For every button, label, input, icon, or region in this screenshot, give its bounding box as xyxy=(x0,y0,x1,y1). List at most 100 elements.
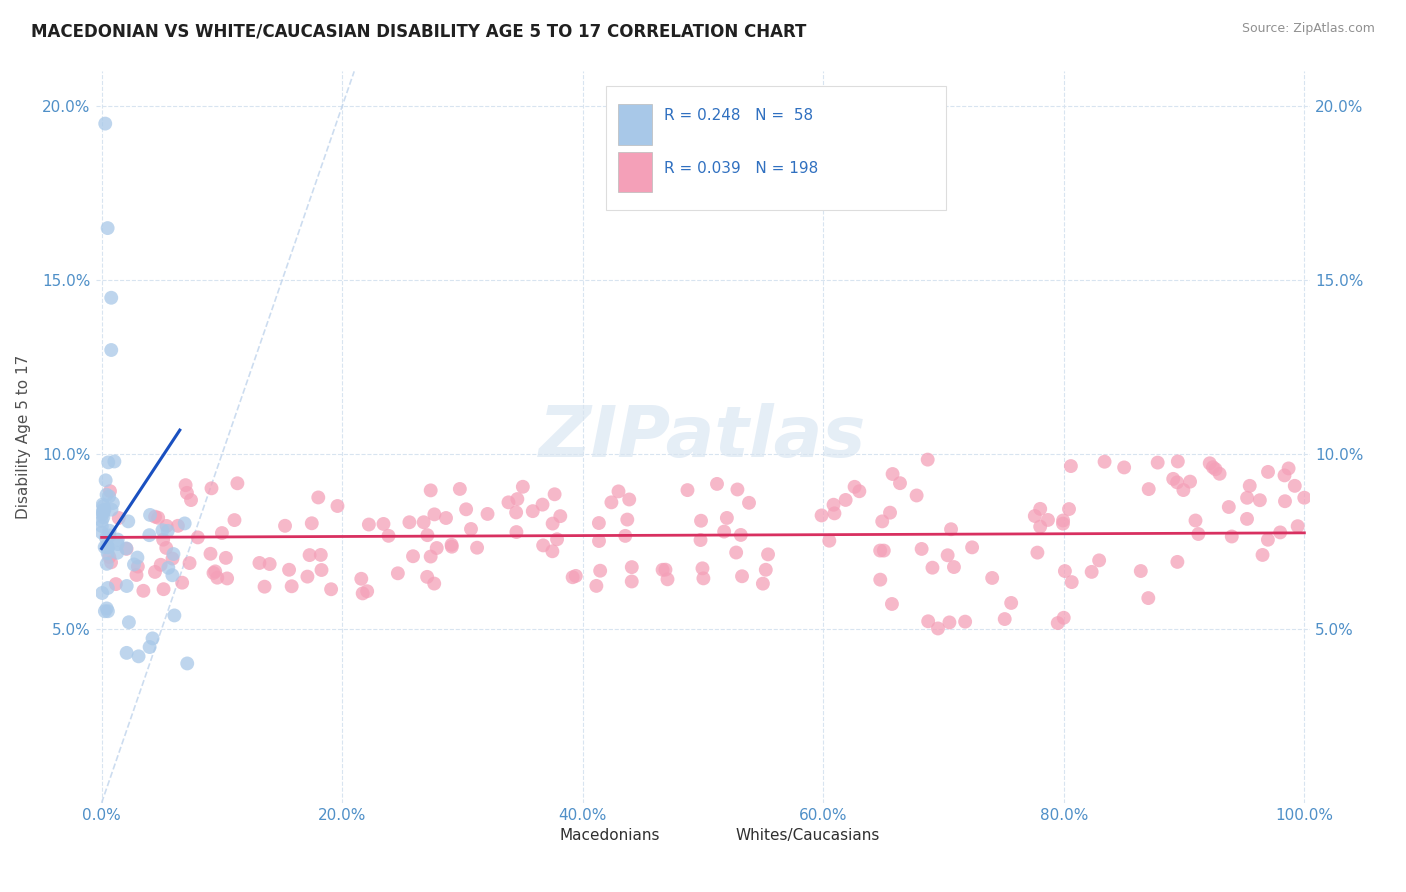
Point xyxy=(93,540,115,554)
Point xyxy=(200,481,222,495)
Point xyxy=(960,541,983,555)
Point xyxy=(869,543,891,558)
Point xyxy=(1029,501,1052,516)
Point xyxy=(91,586,114,600)
Point xyxy=(326,499,349,513)
Point xyxy=(280,579,302,593)
FancyBboxPatch shape xyxy=(619,152,652,192)
Point xyxy=(96,540,118,554)
Point xyxy=(620,574,643,589)
Point xyxy=(1161,472,1184,486)
Point xyxy=(172,575,194,590)
Point xyxy=(1284,479,1306,493)
Point xyxy=(98,524,121,538)
Point xyxy=(179,556,201,570)
Point xyxy=(97,541,120,555)
Point xyxy=(115,646,138,660)
Point xyxy=(1060,459,1083,474)
Point xyxy=(352,586,374,600)
Point xyxy=(97,581,120,595)
Point xyxy=(125,568,148,582)
Point xyxy=(97,546,120,560)
Point xyxy=(1052,514,1074,528)
Point xyxy=(253,580,276,594)
Text: ZIPatlas: ZIPatlas xyxy=(540,402,866,472)
Point xyxy=(350,572,373,586)
Point xyxy=(215,550,238,565)
Point xyxy=(869,573,891,587)
Point xyxy=(419,483,441,498)
Point xyxy=(100,555,122,569)
Point xyxy=(657,572,679,586)
Point xyxy=(546,533,568,547)
Point xyxy=(911,541,934,556)
Point xyxy=(1167,454,1189,468)
Point xyxy=(1286,519,1309,533)
Point xyxy=(689,533,711,547)
Point xyxy=(834,492,856,507)
Point xyxy=(1257,533,1279,547)
Point xyxy=(1024,508,1046,523)
Point xyxy=(419,549,441,564)
Text: R = 0.248   N =  58: R = 0.248 N = 58 xyxy=(664,108,813,123)
Point xyxy=(1236,491,1258,505)
Point xyxy=(94,473,117,487)
Point xyxy=(97,221,120,235)
Point xyxy=(155,541,177,555)
Point xyxy=(307,491,329,505)
Point xyxy=(152,533,174,547)
Point xyxy=(217,571,239,585)
Point xyxy=(676,483,699,497)
Point xyxy=(377,529,399,543)
Point xyxy=(1239,479,1261,493)
Point xyxy=(565,569,588,583)
Point xyxy=(127,559,149,574)
Point xyxy=(398,515,420,529)
Point xyxy=(162,568,184,582)
Point xyxy=(1000,596,1022,610)
Point xyxy=(298,548,321,562)
Point xyxy=(90,525,112,540)
Point xyxy=(115,541,138,556)
FancyBboxPatch shape xyxy=(520,826,551,854)
Point xyxy=(96,601,118,615)
Point xyxy=(810,508,832,523)
Point xyxy=(98,489,121,503)
Point xyxy=(132,583,155,598)
Point xyxy=(1129,564,1152,578)
Point xyxy=(319,582,342,597)
Point xyxy=(90,519,112,533)
Point xyxy=(1218,500,1240,514)
Point xyxy=(96,557,118,571)
Point xyxy=(823,507,845,521)
Point xyxy=(921,560,943,574)
Point xyxy=(713,524,735,539)
Point xyxy=(94,604,117,618)
Point xyxy=(588,516,610,530)
Point xyxy=(756,548,779,562)
Point xyxy=(1137,591,1160,605)
Point xyxy=(118,615,141,630)
Point xyxy=(93,503,115,517)
Point xyxy=(1274,468,1296,483)
Point xyxy=(588,534,610,549)
Point xyxy=(423,508,446,522)
Point xyxy=(143,565,166,579)
Point xyxy=(259,557,281,571)
Point xyxy=(91,510,114,524)
Point xyxy=(938,615,960,630)
Text: Whites/Caucasians: Whites/Caucasians xyxy=(735,828,880,843)
Point xyxy=(531,538,554,552)
Point xyxy=(138,528,160,542)
Point xyxy=(880,597,903,611)
Point xyxy=(449,482,471,496)
Point xyxy=(716,511,738,525)
Point xyxy=(936,549,959,563)
Point xyxy=(1053,564,1076,578)
Point xyxy=(101,496,124,510)
Point xyxy=(100,291,122,305)
Point xyxy=(138,640,160,654)
Point xyxy=(465,541,488,555)
Point xyxy=(1236,512,1258,526)
Point xyxy=(1277,461,1299,475)
